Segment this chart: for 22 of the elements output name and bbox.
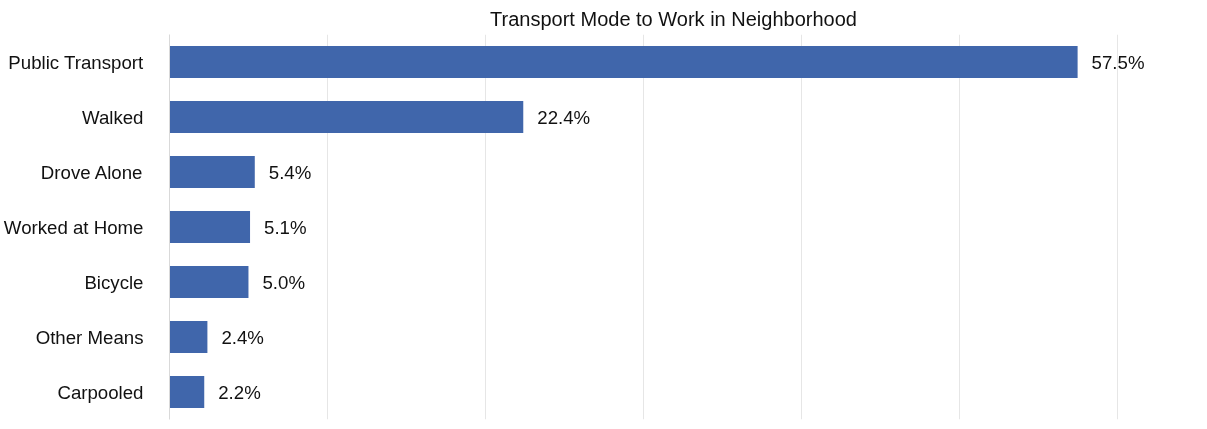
y-tick-label: Drove Alone: [40, 161, 143, 183]
data-label: 2.2%: [218, 381, 261, 403]
data-label: 2.4%: [221, 326, 264, 348]
data-label: 5.1%: [264, 216, 307, 238]
bar: [169, 266, 249, 298]
y-tick-label: Walked: [81, 106, 144, 128]
bar: [169, 101, 524, 133]
y-tick-label: Worked at Home: [3, 216, 144, 238]
y-tick-label: Carpooled: [57, 381, 144, 403]
chart-title: Transport Mode to Work in Neighborhood: [490, 7, 857, 30]
bar: [169, 376, 205, 408]
data-label: 22.4%: [537, 106, 591, 128]
data-label: 5.0%: [262, 271, 305, 293]
bar: [169, 46, 1078, 78]
data-label: 57.5%: [1091, 51, 1145, 73]
y-tick-label: Other Means: [35, 326, 144, 348]
y-tick-label: Public Transport: [8, 51, 144, 73]
bar: [169, 211, 251, 243]
data-label: 5.4%: [268, 161, 312, 183]
bar: [169, 156, 255, 188]
y-tick-label: Bicycle: [84, 271, 144, 293]
bar: [169, 321, 208, 353]
